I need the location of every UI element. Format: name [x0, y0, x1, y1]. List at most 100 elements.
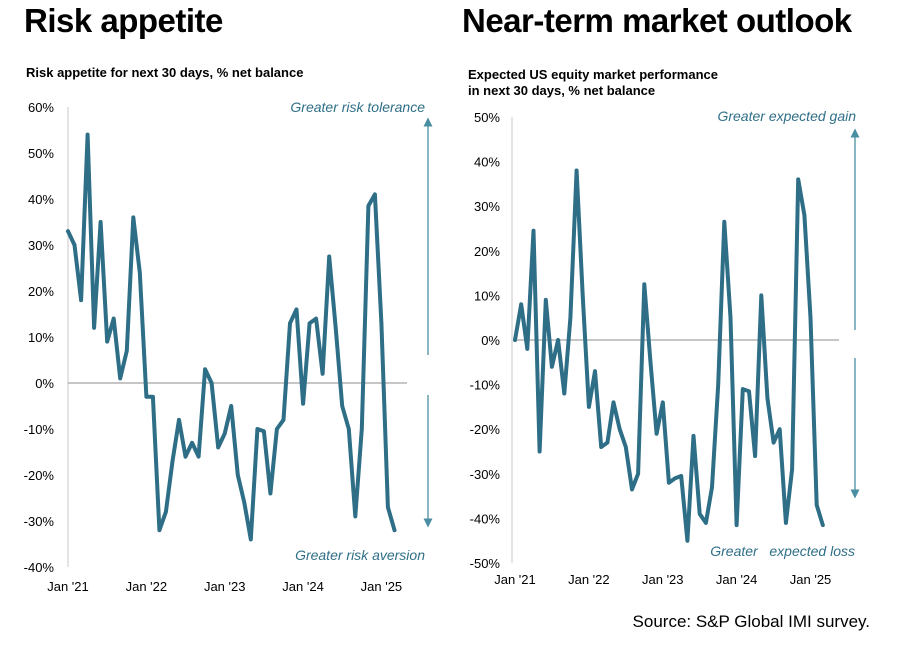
left-y-tick-label: 40% — [28, 192, 54, 207]
right-data-point — [525, 347, 530, 351]
left-data-point — [164, 510, 168, 514]
right-data-point — [574, 168, 579, 173]
right-data-point — [587, 405, 591, 409]
left-data-point — [379, 321, 384, 326]
right-chart-title: Near-term market outlook — [462, 2, 852, 39]
left-data-point — [138, 270, 142, 275]
left-y-tick-label: 20% — [28, 284, 54, 299]
left-data-point — [346, 427, 351, 431]
left-series-points — [66, 132, 397, 542]
right-x-tick-label: Jan '24 — [716, 572, 758, 587]
left-data-point — [275, 427, 279, 431]
left-data-point — [249, 537, 253, 542]
right-data-point — [519, 302, 523, 307]
right-y-tick-label: 20% — [474, 244, 500, 259]
left-data-point — [288, 321, 292, 326]
right-data-point — [802, 213, 807, 217]
right-y-tick-label: -30% — [470, 467, 501, 482]
source-note: Source: S&P Global IMI survey. — [632, 612, 870, 631]
left-data-point — [360, 427, 364, 431]
right-y-tick-label: 10% — [474, 288, 500, 303]
left-data-point — [131, 215, 136, 220]
right-data-point — [777, 427, 782, 432]
right-y-tick-label: -10% — [470, 378, 501, 393]
left-data-point — [281, 418, 286, 422]
right-data-point — [765, 396, 770, 400]
right-data-point — [562, 391, 567, 396]
left-data-point — [177, 418, 181, 422]
left-data-point — [111, 316, 116, 321]
left-data-point — [92, 326, 96, 330]
left-data-point — [196, 454, 201, 459]
right-data-point — [660, 400, 665, 405]
left-data-point — [392, 528, 397, 532]
right-annotation-top: Greater expected gain — [717, 108, 856, 124]
left-data-point — [327, 254, 331, 259]
right-data-point — [759, 293, 764, 298]
left-data-point — [118, 376, 123, 381]
right-data-point — [710, 485, 714, 489]
left-data-point — [307, 321, 312, 326]
right-data-point — [691, 434, 696, 438]
right-y-tick-labels: 50% 40% 30% 20% 10% 0% -10% -20% -30% -40% -50% — [470, 110, 501, 571]
right-data-point — [728, 315, 733, 320]
left-data-point — [216, 445, 220, 450]
left-x-tick-label: Jan '22 — [126, 579, 168, 594]
left-data-point — [66, 229, 70, 233]
right-annotation-bottom: Greater expected loss — [710, 543, 855, 559]
left-y-tick-label: 60% — [28, 100, 54, 115]
left-data-point — [268, 491, 273, 496]
left-x-tick-labels: Jan '21 Jan '22 Jan '23 Jan '24 Jan '25 — [47, 579, 402, 594]
right-data-point — [642, 282, 647, 287]
right-data-point — [667, 480, 671, 485]
right-data-point — [513, 338, 517, 342]
right-data-point — [568, 315, 573, 320]
right-data-point — [784, 521, 788, 525]
left-data-point — [98, 220, 103, 224]
right-data-point — [821, 523, 825, 527]
right-data-point — [593, 369, 597, 374]
right-data-point — [654, 431, 659, 436]
right-y-tick-label: -50% — [470, 556, 501, 571]
right-data-point — [722, 220, 727, 224]
left-data-point — [353, 514, 358, 519]
left-y-tick-label: -10% — [24, 422, 55, 437]
left-chart: 60% 50% 40% 30% 20% 10% 0% -10% -20% -30% -40% Jan… — [24, 99, 433, 594]
right-data-point — [611, 400, 616, 405]
right-data-point — [624, 445, 628, 449]
left-chart-subtitle: Risk appetite for next 30 days, % net ba… — [26, 65, 304, 80]
right-data-point — [704, 521, 708, 525]
left-data-point — [72, 243, 77, 247]
right-data-point — [814, 503, 819, 507]
right-data-point — [636, 472, 640, 476]
right-data-point — [734, 523, 739, 527]
left-y-tick-label: -40% — [24, 560, 55, 575]
left-series-line — [66, 132, 397, 542]
left-y-tick-label: 10% — [28, 330, 54, 345]
left-data-point — [222, 431, 227, 436]
right-data-point — [630, 487, 634, 492]
right-data-point — [673, 476, 677, 481]
right-data-point — [580, 293, 585, 298]
right-data-point — [741, 387, 745, 391]
left-data-point — [314, 316, 318, 321]
left-data-point — [209, 381, 214, 385]
left-data-point — [124, 349, 129, 353]
left-y-tick-labels: 60% 50% 40% 30% 20% 10% 0% -10% -20% -30% -40% — [24, 100, 55, 575]
left-chart-title: Risk appetite — [24, 2, 223, 39]
right-data-point — [531, 228, 536, 233]
right-data-point — [679, 474, 684, 478]
right-series-line — [513, 168, 825, 543]
left-data-point — [262, 429, 266, 434]
right-x-tick-label: Jan '25 — [790, 572, 832, 587]
left-data-point — [255, 427, 260, 431]
right-chart-subtitle-line2: in next 30 days, % net balance — [468, 83, 656, 98]
left-y-tick-label: 30% — [28, 238, 54, 253]
right-data-point — [697, 512, 702, 516]
left-x-tick-label: Jan '25 — [361, 579, 403, 594]
right-x-tick-label: Jan '23 — [642, 572, 684, 587]
left-x-tick-label: Jan '24 — [282, 579, 324, 594]
left-data-point — [386, 505, 390, 510]
left-annotation-top: Greater risk tolerance — [290, 99, 425, 115]
left-data-point — [144, 395, 149, 399]
